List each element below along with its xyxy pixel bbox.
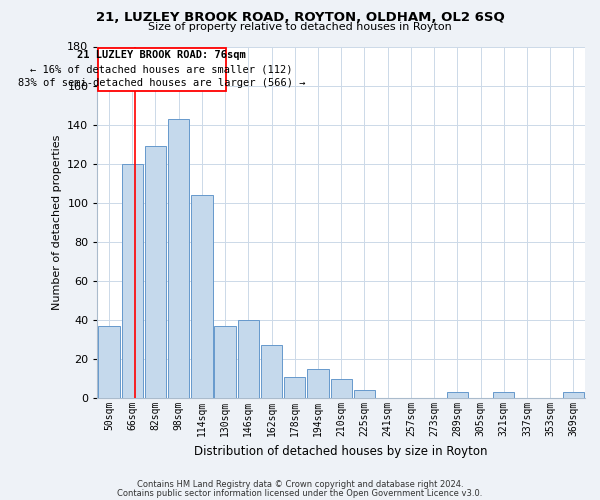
Bar: [122, 164, 143, 398]
Bar: [354, 390, 375, 398]
Bar: [307, 369, 329, 398]
Text: ← 16% of detached houses are smaller (112): ← 16% of detached houses are smaller (11…: [31, 64, 293, 74]
Bar: [214, 326, 236, 398]
X-axis label: Distribution of detached houses by size in Royton: Distribution of detached houses by size …: [194, 444, 488, 458]
FancyBboxPatch shape: [98, 48, 226, 92]
Bar: [238, 320, 259, 398]
Bar: [493, 392, 514, 398]
Bar: [168, 119, 190, 398]
Bar: [145, 146, 166, 398]
Bar: [446, 392, 468, 398]
Bar: [261, 346, 282, 398]
Text: Contains public sector information licensed under the Open Government Licence v3: Contains public sector information licen…: [118, 488, 482, 498]
Text: 21, LUZLEY BROOK ROAD, ROYTON, OLDHAM, OL2 6SQ: 21, LUZLEY BROOK ROAD, ROYTON, OLDHAM, O…: [95, 11, 505, 24]
Text: 83% of semi-detached houses are larger (566) →: 83% of semi-detached houses are larger (…: [18, 78, 305, 88]
Text: Contains HM Land Registry data © Crown copyright and database right 2024.: Contains HM Land Registry data © Crown c…: [137, 480, 463, 489]
Bar: [98, 326, 120, 398]
Text: Size of property relative to detached houses in Royton: Size of property relative to detached ho…: [148, 22, 452, 32]
Bar: [331, 378, 352, 398]
Bar: [563, 392, 584, 398]
Bar: [191, 195, 212, 398]
Text: 21 LUZLEY BROOK ROAD: 76sqm: 21 LUZLEY BROOK ROAD: 76sqm: [77, 50, 246, 60]
Bar: [284, 376, 305, 398]
Y-axis label: Number of detached properties: Number of detached properties: [52, 134, 62, 310]
